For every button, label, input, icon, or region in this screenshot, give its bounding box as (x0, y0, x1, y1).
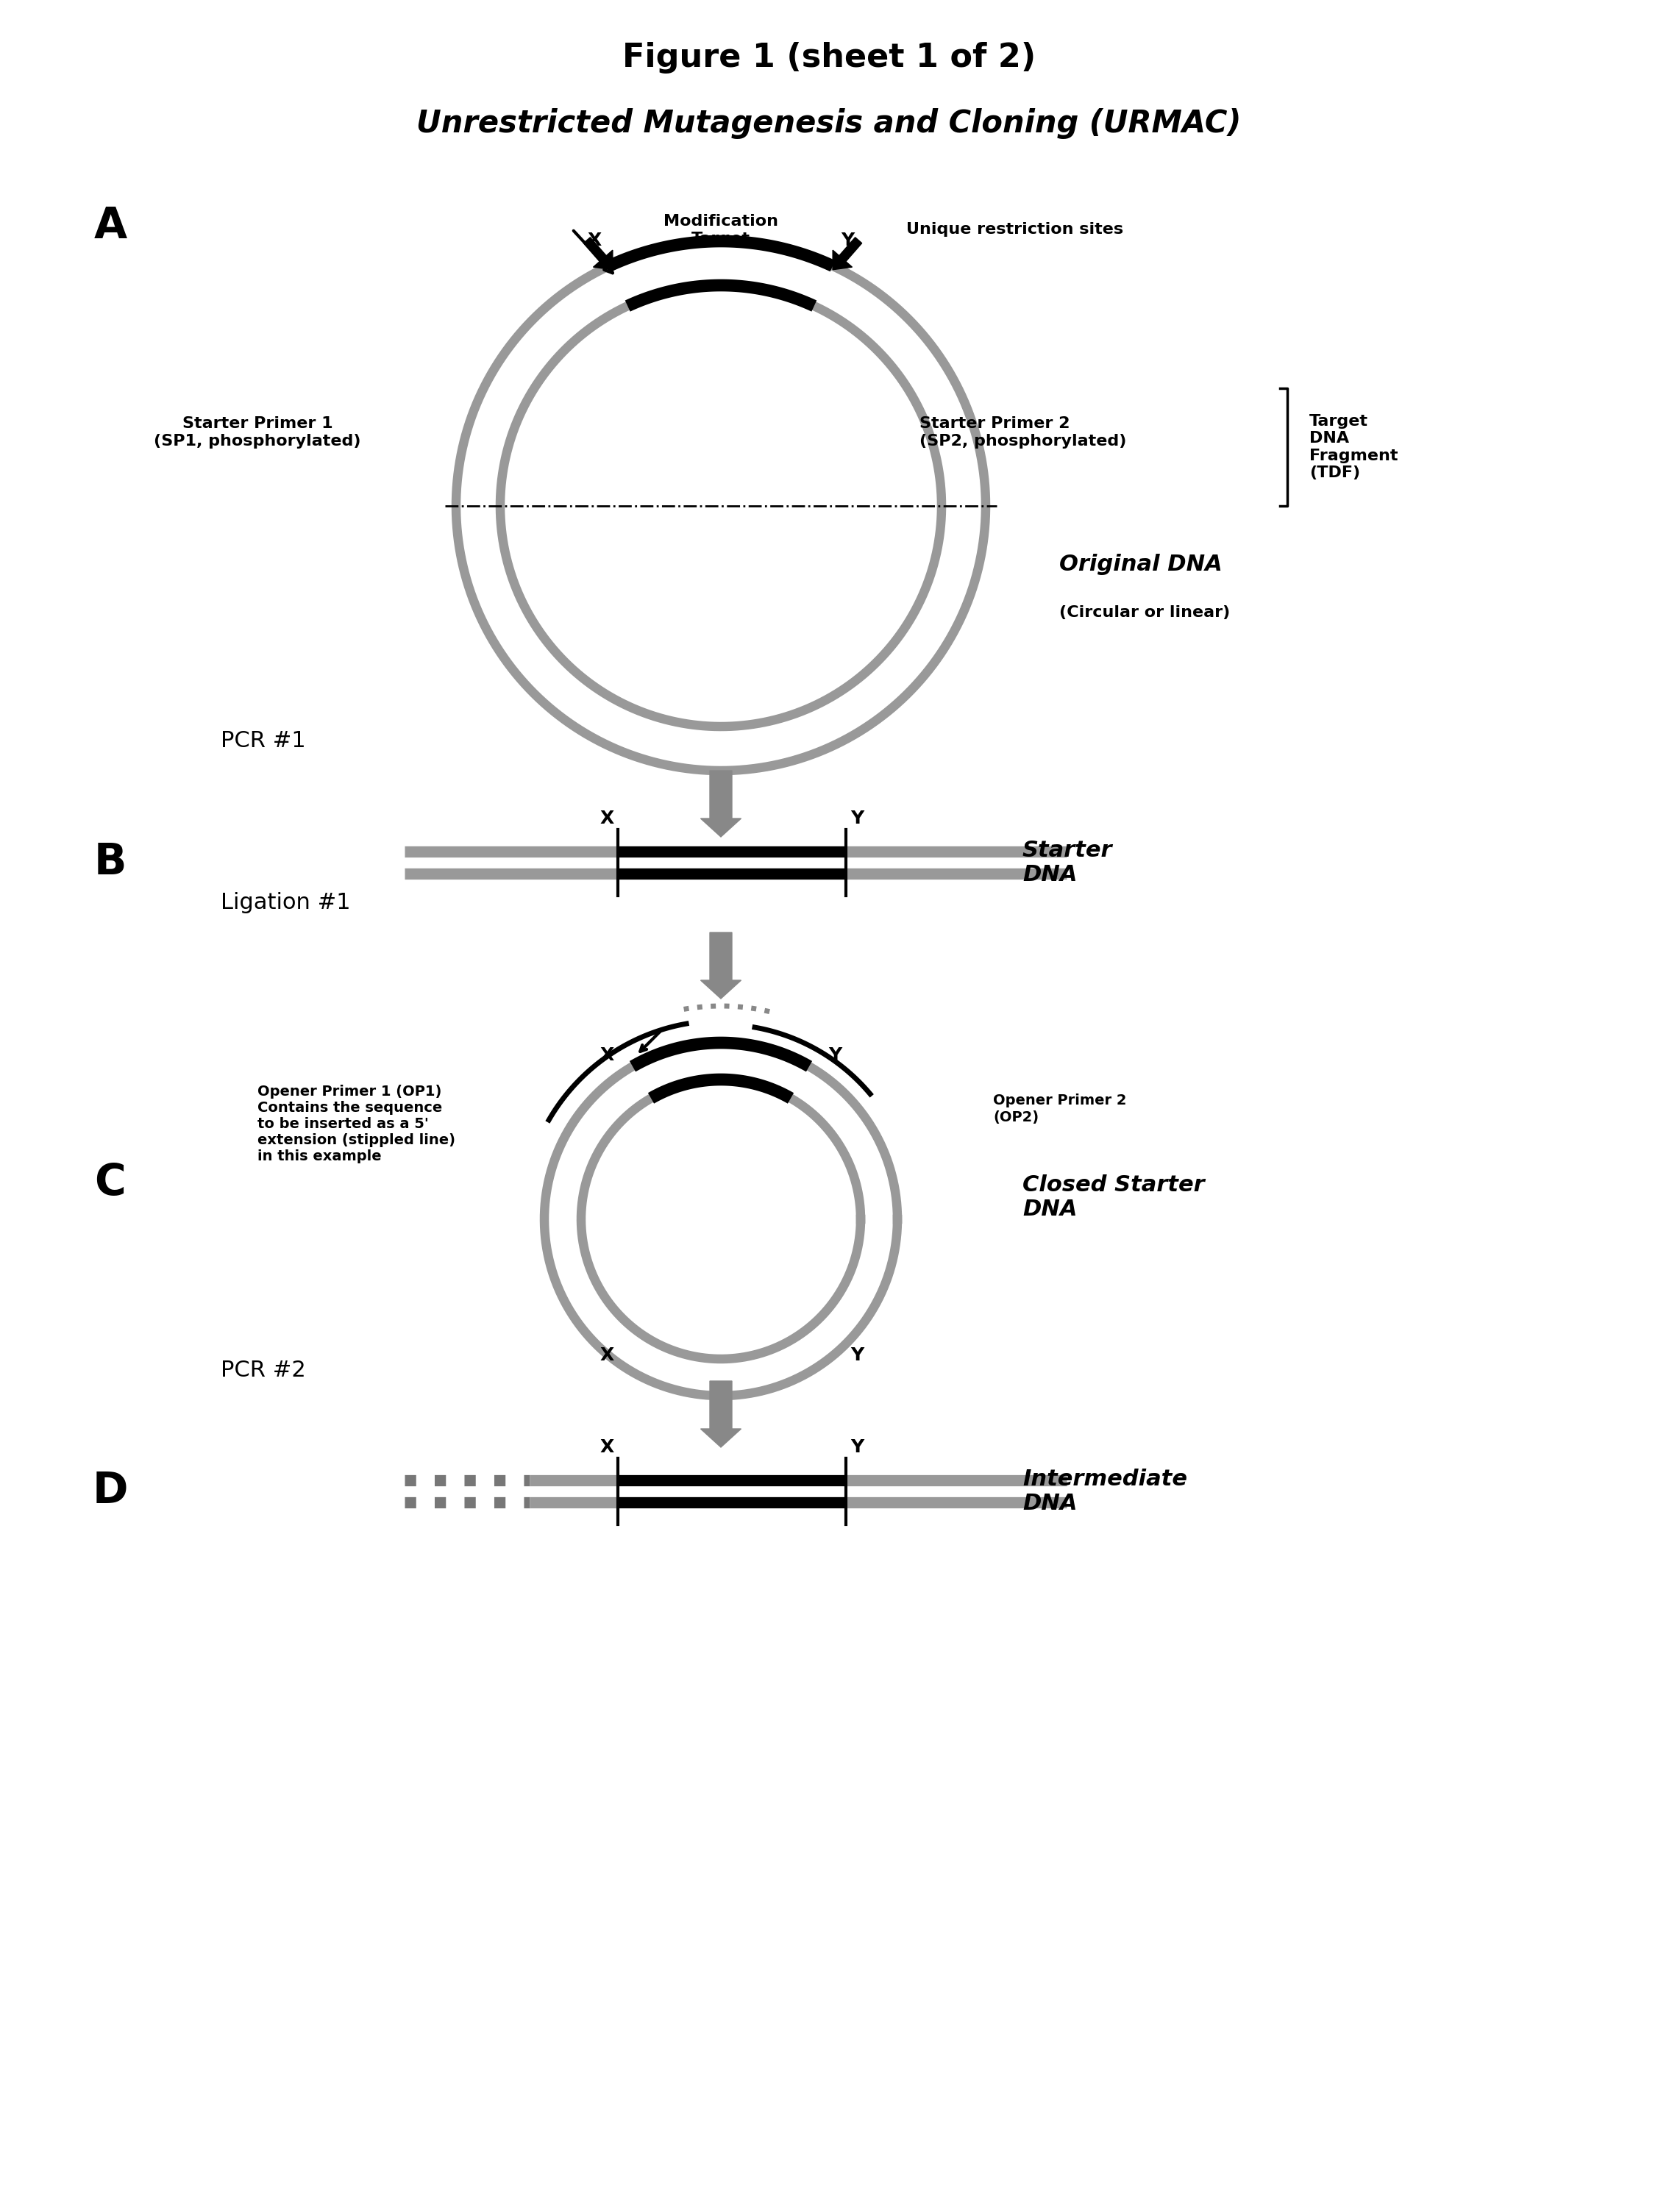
Text: Unique restriction sites: Unique restriction sites (907, 221, 1124, 237)
Text: Unrestricted Mutagenesis and Cloning (URMAC): Unrestricted Mutagenesis and Cloning (UR… (416, 108, 1242, 139)
Text: PCR #1: PCR #1 (221, 730, 305, 752)
Text: D: D (93, 1471, 128, 1513)
Text: Starter Primer 2
(SP2, phosphorylated): Starter Primer 2 (SP2, phosphorylated) (920, 416, 1126, 449)
Text: Y: Y (851, 810, 864, 827)
Text: X: X (600, 1438, 613, 1455)
Text: Modification
Target: Modification Target (663, 215, 778, 246)
Text: Y: Y (841, 232, 854, 250)
FancyArrow shape (701, 1380, 741, 1447)
Text: Y: Y (851, 1347, 864, 1365)
FancyArrow shape (701, 770, 741, 836)
Text: Ligation #1: Ligation #1 (221, 891, 350, 914)
FancyArrow shape (701, 933, 741, 998)
Text: X: X (600, 1046, 613, 1064)
Text: X: X (600, 810, 613, 827)
Text: Y: Y (851, 1438, 864, 1455)
Text: PCR #2: PCR #2 (221, 1360, 305, 1380)
Text: X: X (587, 232, 602, 250)
Text: X: X (600, 1347, 613, 1365)
Text: Figure 1 (sheet 1 of 2): Figure 1 (sheet 1 of 2) (622, 42, 1036, 73)
Text: B: B (95, 841, 126, 883)
Text: Intermediate
DNA: Intermediate DNA (1023, 1469, 1187, 1515)
Text: Closed Starter
DNA: Closed Starter DNA (1023, 1175, 1205, 1221)
Text: Target
DNA
Fragment
(TDF): Target DNA Fragment (TDF) (1310, 414, 1398, 480)
Text: C: C (95, 1161, 126, 1203)
Text: Original DNA: Original DNA (1059, 553, 1222, 575)
FancyArrow shape (584, 237, 613, 270)
FancyArrow shape (832, 237, 862, 270)
Text: Opener Primer 2
(OP2): Opener Primer 2 (OP2) (993, 1095, 1126, 1124)
Text: (Circular or linear): (Circular or linear) (1059, 606, 1230, 619)
Text: A: A (95, 206, 128, 248)
Text: Opener Primer 1 (OP1)
Contains the sequence
to be inserted as a 5'
extension (st: Opener Primer 1 (OP1) Contains the seque… (257, 1084, 456, 1164)
Text: Starter
DNA: Starter DNA (1023, 841, 1113, 885)
Text: Starter Primer 1
(SP1, phosphorylated): Starter Primer 1 (SP1, phosphorylated) (154, 416, 361, 449)
Text: Y: Y (829, 1046, 842, 1064)
